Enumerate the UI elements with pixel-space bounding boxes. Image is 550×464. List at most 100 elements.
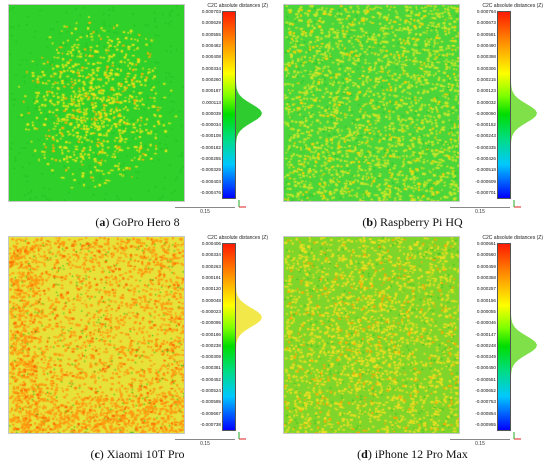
scale-bar: 0.15 bbox=[450, 435, 522, 447]
colorbar-tick-label: -0.000046 bbox=[475, 320, 496, 326]
colorbar-tick-label: -0.000034 bbox=[200, 122, 221, 128]
scale-bar-line bbox=[450, 207, 510, 208]
colorbar-tick-label: 0.000581 bbox=[476, 31, 496, 37]
colorbar-tick-label: -0.000955 bbox=[475, 422, 496, 427]
colorbar-ticks: 0.000661 0.000560 0.000459 0.000358 0.000257… bbox=[466, 241, 496, 427]
scale-bar-label: 0.15 bbox=[475, 209, 485, 215]
scale-bar: 0.15 bbox=[175, 203, 247, 215]
colorbar-ticks: 0.000703 0.000629 0.000555 0.000482 0.000408… bbox=[191, 9, 221, 195]
colorbar-tick-label: 0.000334 bbox=[201, 65, 221, 71]
colorbar-tick-label: -0.000108 bbox=[200, 133, 221, 139]
scale-bar-label: 0.15 bbox=[200, 441, 210, 447]
axes-triad-icon bbox=[238, 200, 246, 208]
colorbar-tick-label: 0.000120 bbox=[201, 286, 221, 292]
distance-histogram bbox=[236, 243, 262, 429]
colorbar-tick-label: -0.000452 bbox=[200, 376, 221, 382]
caption-text: Xiaomi 10T Pro bbox=[106, 447, 185, 461]
colorbar-tick-label: 0.000260 bbox=[201, 76, 221, 82]
colorbar-tick-label: 0.000358 bbox=[476, 274, 496, 280]
colorbar-tick-label: 0.000482 bbox=[201, 42, 221, 48]
colorbar-tick-label: -0.000023 bbox=[200, 308, 221, 314]
colorbar-tick-label: 0.000187 bbox=[201, 88, 221, 94]
colorbar-tick-label: -0.000243 bbox=[475, 133, 496, 139]
colorbar-tick-label: 0.000113 bbox=[202, 99, 221, 105]
colorbar-tick-label: 0.000257 bbox=[476, 286, 496, 292]
scale-bar: 0.15 bbox=[175, 435, 247, 447]
colorbar-tick-label: 0.000629 bbox=[201, 20, 221, 26]
colorbar-tick-label: 0.000703 bbox=[201, 9, 221, 14]
panel-caption: (b) Raspberry Pi HQ bbox=[362, 215, 463, 229]
colorbar-tick-label: 0.000306 bbox=[476, 65, 496, 71]
histogram-shape bbox=[236, 243, 262, 429]
colorbar-tick-label: -0.000854 bbox=[475, 410, 496, 416]
colorbar-ticks: 0.000406 0.000334 0.000263 0.000191 0.000120… bbox=[191, 241, 221, 427]
colorbar-tick-label: -0.000060 bbox=[475, 110, 496, 116]
distance-map-image bbox=[283, 4, 460, 202]
colorbar-tick-label: 0.000406 bbox=[201, 241, 221, 246]
colorbar-tick-label: -0.000476 bbox=[200, 190, 221, 195]
distance-map-image bbox=[8, 236, 185, 434]
colorbar-tick-label: 0.000191 bbox=[201, 274, 221, 280]
colorbar-tick-label: -0.000182 bbox=[200, 144, 221, 150]
scale-bar-line bbox=[175, 439, 235, 440]
panel-caption: (c) Xiaomi 10T Pro bbox=[90, 447, 185, 461]
colorbar bbox=[497, 243, 511, 431]
colorbar-tick-label: -0.000753 bbox=[475, 399, 496, 405]
colorbar-tick-label: 0.000398 bbox=[476, 54, 496, 60]
caption-letter: d bbox=[361, 447, 368, 461]
colorbar-tick-label: 0.000673 bbox=[476, 20, 496, 26]
colorbar-tick-label: 0.000055 bbox=[476, 308, 496, 314]
colorbar-tick-label: 0.000263 bbox=[201, 263, 221, 269]
colorbar-tick-label: 0.000048 bbox=[201, 297, 221, 303]
colorbar-tick-label: -0.000609 bbox=[475, 178, 496, 184]
colorbar-tick-label: 0.000334 bbox=[201, 252, 221, 258]
colorbar-tick-label: -0.000166 bbox=[200, 331, 221, 337]
colorbar-tick-label: -0.000238 bbox=[200, 342, 221, 348]
colorbar-tick-label: -0.000329 bbox=[200, 167, 221, 173]
colorbar-tick-label: -0.000147 bbox=[475, 331, 496, 337]
caption-text: iPhone 12 Pro Max bbox=[374, 447, 468, 461]
colorbar-tick-label: -0.000309 bbox=[200, 354, 221, 360]
panel-caption: (d) iPhone 12 Pro Max bbox=[357, 447, 468, 461]
colorbar-tick-label: -0.000652 bbox=[475, 388, 496, 394]
caption-letter: b bbox=[366, 215, 373, 229]
colorbar-tick-label: -0.000667 bbox=[200, 410, 221, 416]
colorbar-tick-label: 0.000560 bbox=[476, 252, 496, 258]
histogram-shape bbox=[236, 11, 262, 197]
caption-letter: a bbox=[99, 215, 106, 229]
colorbar bbox=[497, 11, 511, 199]
colorbar-ticks: 0.000764 0.000673 0.000581 0.000490 0.000398… bbox=[466, 9, 496, 195]
colorbar-tick-label: -0.000255 bbox=[200, 156, 221, 162]
colorbar-tick-label: 0.000459 bbox=[476, 263, 496, 269]
distance-map-image bbox=[8, 4, 185, 202]
colorbar-tick-label: -0.000095 bbox=[200, 320, 221, 326]
panel-caption: (a) GoPro Hero 8 bbox=[95, 215, 180, 229]
colorbar-tick-label: -0.000738 bbox=[200, 422, 221, 427]
distance-histogram bbox=[511, 11, 537, 197]
colorbar-tick-label: 0.000032 bbox=[476, 99, 496, 105]
caption-text: GoPro Hero 8 bbox=[112, 215, 180, 229]
colorbar-title: C2C absolute distances (Z) bbox=[207, 235, 268, 241]
scale-bar: 0.15 bbox=[450, 203, 522, 215]
colorbar-tick-label: -0.000701 bbox=[475, 190, 496, 195]
colorbar-tick-label: -0.000152 bbox=[475, 122, 496, 128]
colorbar-tick-label: 0.000215 bbox=[476, 76, 496, 82]
histogram-shape bbox=[511, 243, 537, 429]
axes-triad-icon bbox=[238, 432, 246, 440]
panel-d: C2C absolute distances (Z) 0.000661 0.0005… bbox=[275, 232, 550, 464]
colorbar-tick-label: -0.000426 bbox=[475, 156, 496, 162]
scale-bar-label: 0.15 bbox=[475, 441, 485, 447]
panel-a: C2C absolute distances (Z) 0.000703 0.0006… bbox=[0, 0, 275, 232]
colorbar bbox=[222, 11, 236, 199]
colorbar-tick-label: -0.000381 bbox=[200, 365, 221, 371]
colorbar-tick-label: 0.000555 bbox=[201, 31, 221, 37]
colorbar-tick-label: 0.000156 bbox=[476, 297, 496, 303]
colorbar-tick-label: 0.000123 bbox=[476, 88, 496, 94]
colorbar-tick-label: -0.000524 bbox=[200, 388, 221, 394]
colorbar-tick-label: -0.000518 bbox=[475, 167, 496, 173]
colorbar-tick-label: -0.000450 bbox=[475, 365, 496, 371]
scale-bar-line bbox=[450, 439, 510, 440]
histogram-shape bbox=[511, 11, 537, 197]
colorbar-tick-label: -0.000551 bbox=[475, 376, 496, 382]
distance-map-image bbox=[283, 236, 460, 434]
